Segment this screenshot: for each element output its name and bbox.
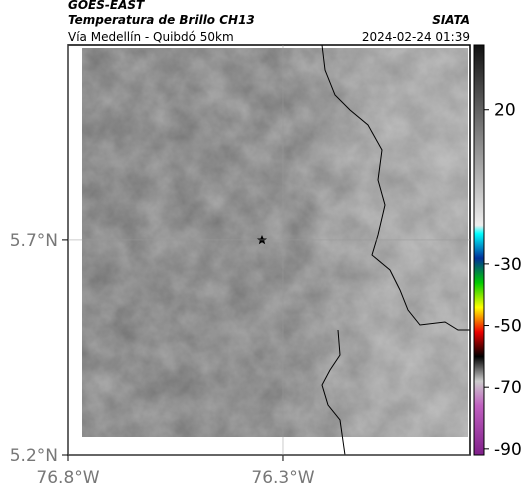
- colorbar-tick-label: -50: [494, 317, 522, 337]
- colorbar: [473, 44, 485, 456]
- agency: SIATA: [432, 13, 470, 27]
- y-tick-label: 5.7°N: [10, 231, 58, 251]
- colorbar-tick-label: -30: [494, 255, 522, 275]
- source: GOES-EAST: [68, 0, 145, 12]
- colorbar-tick-label: -70: [494, 378, 522, 398]
- x-tick-label: 76.3°W: [251, 468, 314, 488]
- colorbar-tick-label: 20: [494, 101, 516, 121]
- datetime: 2024-02-24 01:39: [362, 30, 470, 44]
- boundary: [321, 44, 470, 456]
- satellite-shade: [82, 48, 468, 437]
- subtitle: Vía Medellín - Quibdó 50km: [68, 30, 234, 44]
- title: Temperatura de Brillo CH13: [68, 13, 255, 27]
- x-tick-label: 76.8°W: [36, 468, 99, 488]
- colorbar-tick-label: -90: [494, 440, 522, 460]
- y-tick-label: 5.2°N: [10, 446, 58, 466]
